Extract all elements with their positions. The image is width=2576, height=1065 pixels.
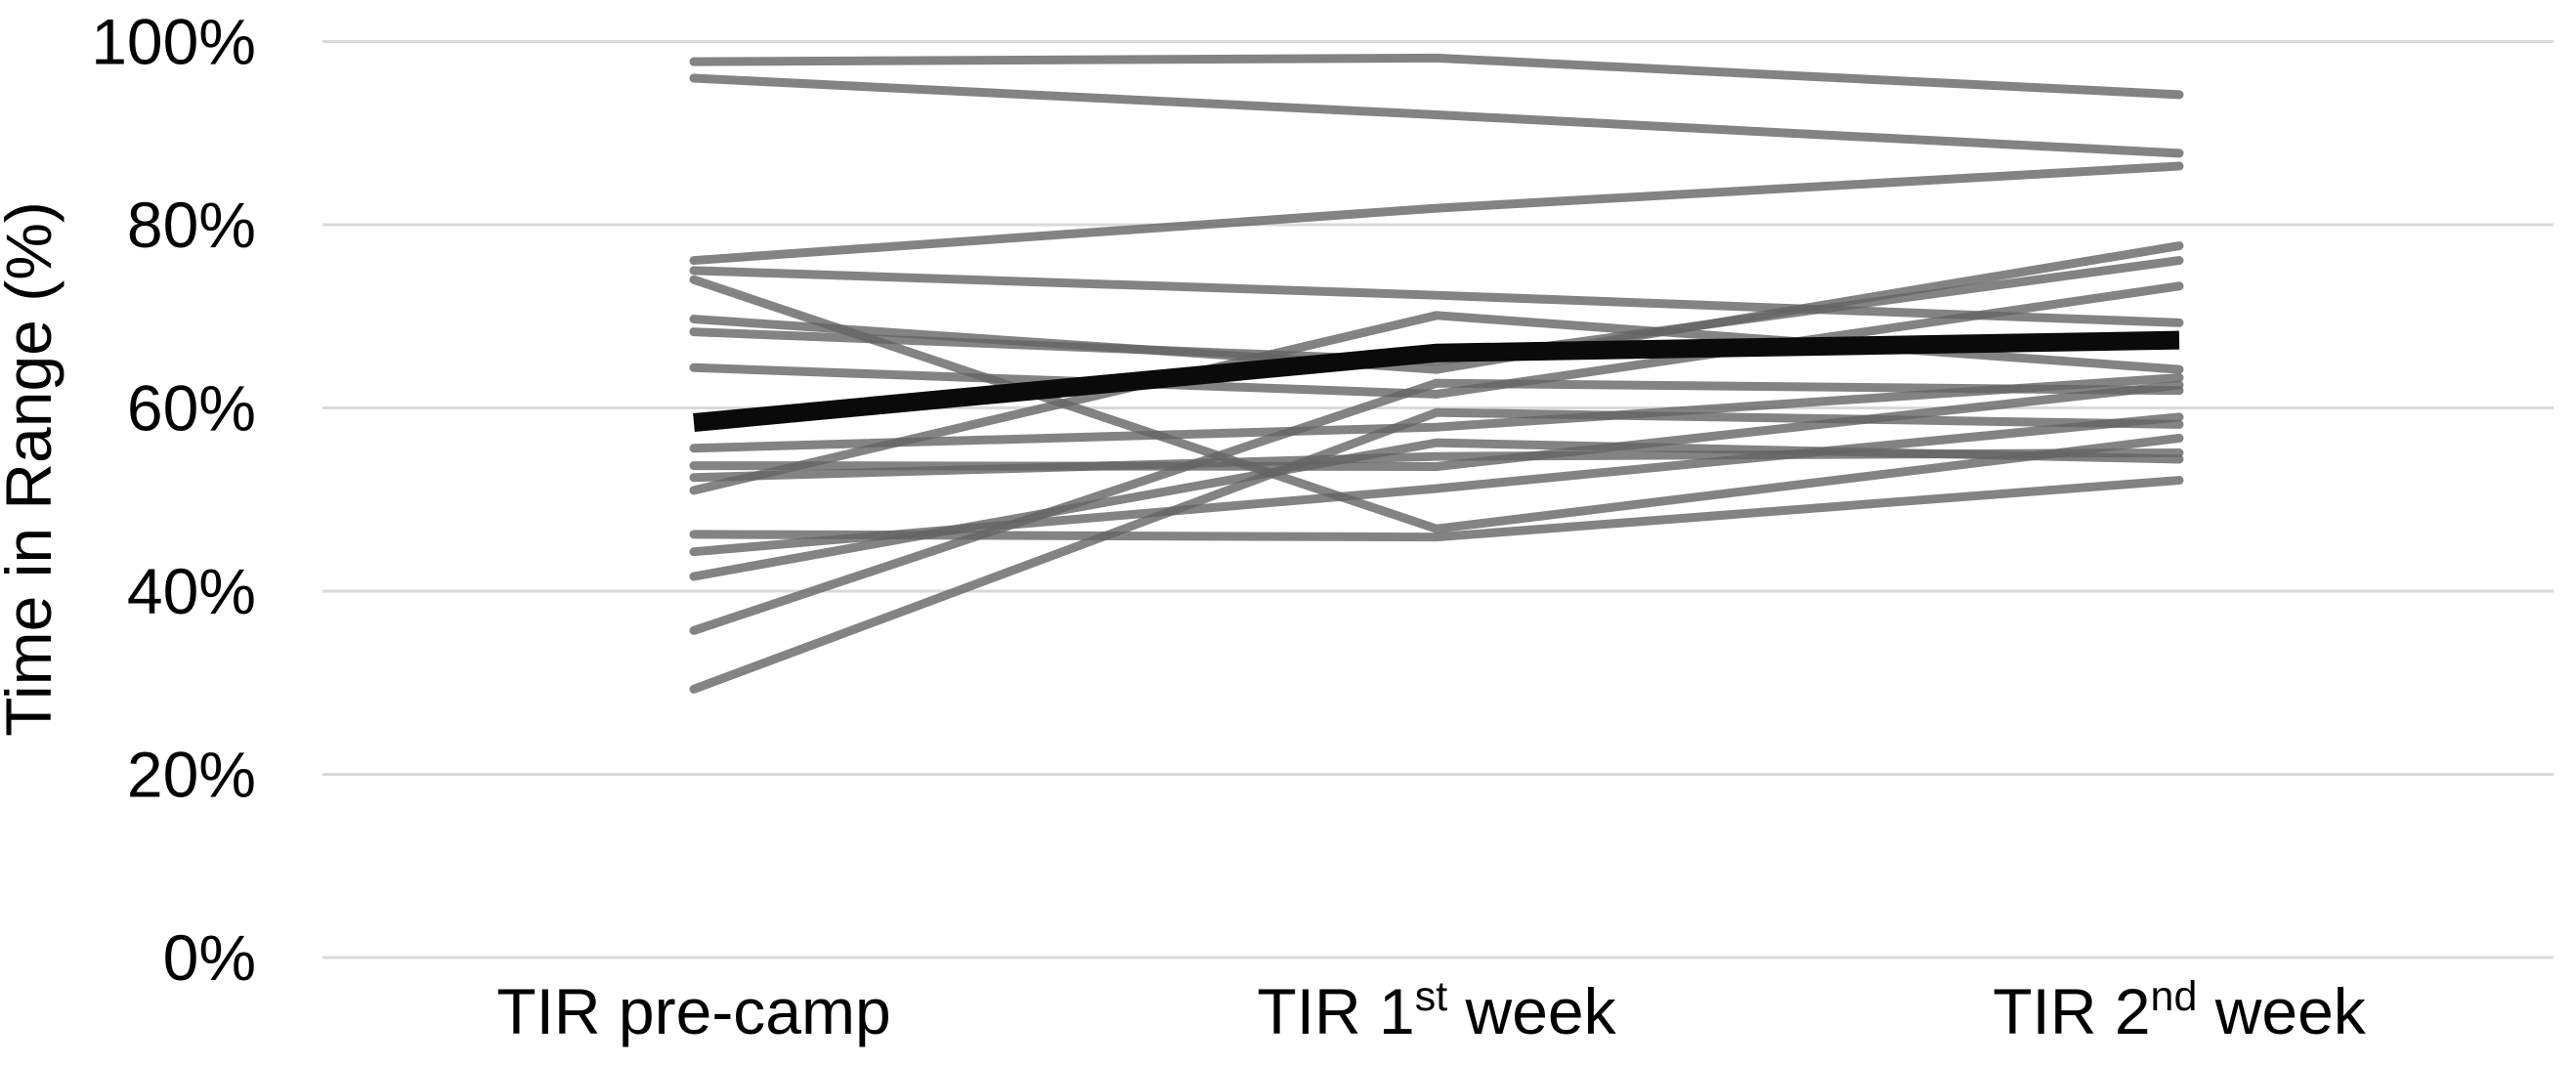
x-tick-label-2: TIR 2nd week [1993,973,2367,1047]
y-tick-label-80: 80% [127,189,256,261]
participant-line-1 [689,53,2184,100]
y-tick-label-60: 60% [127,372,256,445]
participant-line-4 [689,266,2184,327]
mean-line [693,330,2180,432]
y-tick-label-20: 20% [127,739,256,811]
participant-line-15 [689,438,2184,581]
y-axis-title: Time in Range (%) [0,201,64,737]
y-tick-label-100: 100% [91,6,256,78]
participant-line-17 [689,407,2184,694]
participant-line-9 [689,373,2184,453]
y-tick-label-40: 40% [127,555,256,627]
participant-line-5 [689,275,2184,533]
participant-line-10 [689,380,2184,471]
participant-line-2 [689,73,2184,158]
y-tick-label-0: 0% [163,921,256,994]
participant-line-6 [689,241,2184,374]
x-tick-label-0: TIR pre-camp [496,975,890,1047]
participant-line-16 [689,378,2184,635]
x-tick-label-1: TIR 1st week [1257,973,1616,1047]
participant-line-8 [689,281,2184,399]
participant-line-3 [689,161,2184,266]
